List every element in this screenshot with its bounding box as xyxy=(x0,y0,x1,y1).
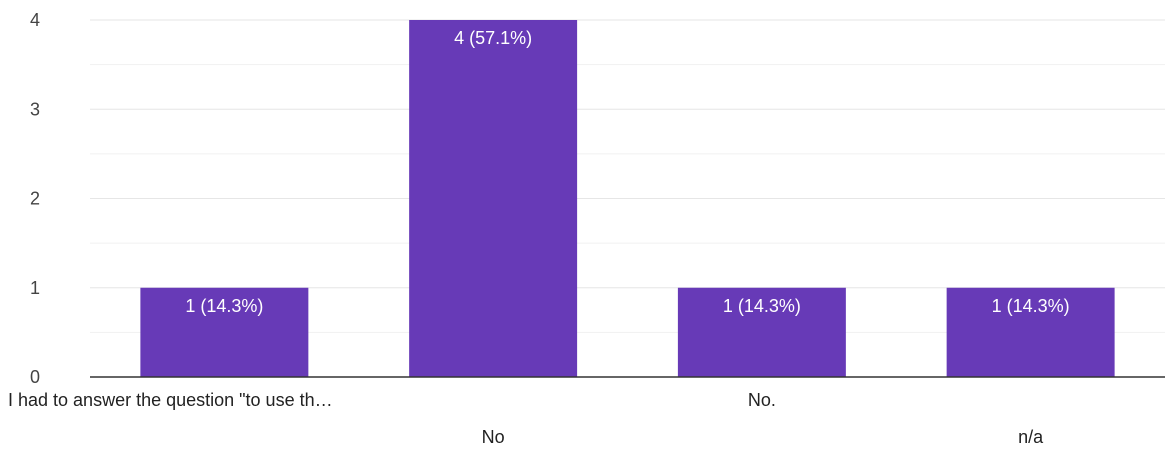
x-category-label: n/a xyxy=(1018,427,1044,447)
y-axis-tick-labels: 0 1 2 3 4 xyxy=(30,10,40,387)
gridlines xyxy=(90,19,1165,333)
bar-data-labels: 1 (14.3%) 4 (57.1%) 1 (14.3%) 1 (14.3%) xyxy=(185,28,1069,316)
bars xyxy=(140,20,1115,377)
x-axis-category-labels: I had to answer the question "to use th…… xyxy=(8,390,1044,447)
bar-data-label: 4 (57.1%) xyxy=(454,28,532,48)
bar[interactable] xyxy=(140,287,309,377)
bar[interactable] xyxy=(409,20,578,377)
bar[interactable] xyxy=(677,287,846,377)
y-tick-label: 3 xyxy=(30,99,40,119)
y-tick-label: 4 xyxy=(30,10,40,30)
y-tick-label: 0 xyxy=(30,367,40,387)
bar-data-label: 1 (14.3%) xyxy=(992,296,1070,316)
bar-data-label: 1 (14.3%) xyxy=(723,296,801,316)
x-category-label: I had to answer the question "to use th… xyxy=(8,390,333,410)
y-tick-label: 1 xyxy=(30,278,40,298)
x-category-label: No. xyxy=(748,390,776,410)
bar[interactable] xyxy=(946,287,1115,377)
y-tick-label: 2 xyxy=(30,189,40,209)
x-category-label: No xyxy=(482,427,505,447)
bar-data-label: 1 (14.3%) xyxy=(185,296,263,316)
